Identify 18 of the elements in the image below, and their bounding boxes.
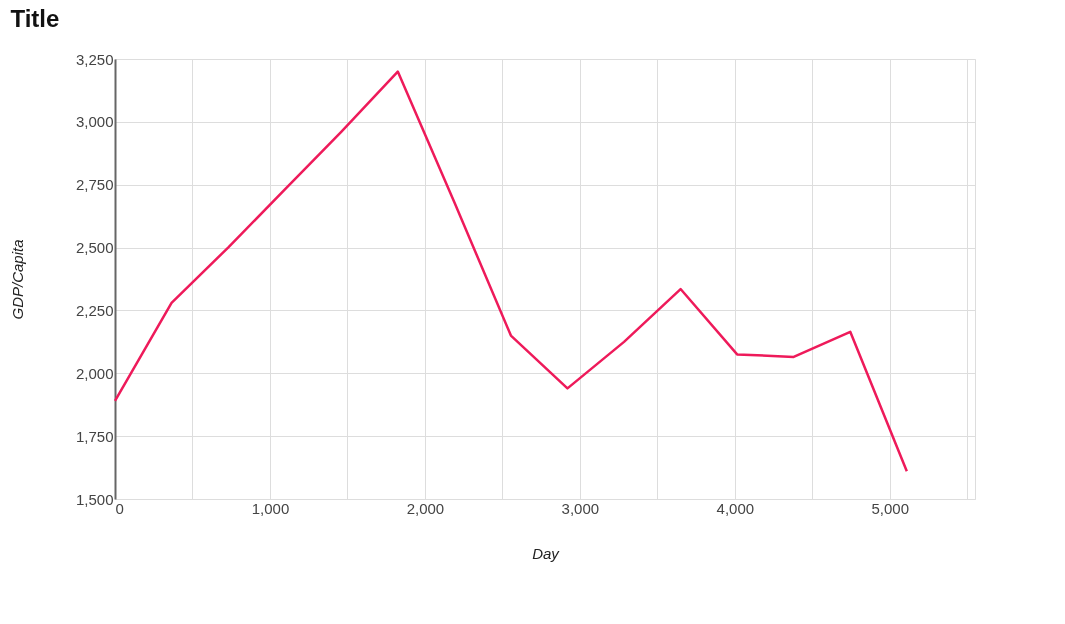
x-tick-label: 3,000	[561, 499, 600, 517]
y-axis-title: GDP/Capita	[8, 239, 26, 320]
x-tick-label: 0	[115, 499, 124, 517]
chart-title: Title	[10, 5, 60, 32]
y-tick-label: 2,750	[75, 176, 114, 194]
line-series	[113, 70, 909, 473]
y-tick-label: 3,250	[75, 50, 114, 68]
y-tick-label: 3,000	[75, 113, 114, 131]
x-axis-title: Day	[532, 544, 561, 562]
x-tick-label: 5,000	[871, 499, 910, 517]
x-tick-label: 1,000	[251, 499, 290, 517]
x-tick-label: 4,000	[716, 499, 755, 517]
x-tick-label: 2,000	[406, 499, 445, 517]
y-tick-label: 2,000	[75, 364, 114, 382]
y-tick-label: 2,250	[75, 301, 114, 319]
y-tick-label: 1,500	[75, 490, 114, 508]
y-tick-label: 2,500	[75, 239, 114, 257]
y-tick-label: 1,750	[75, 427, 114, 445]
